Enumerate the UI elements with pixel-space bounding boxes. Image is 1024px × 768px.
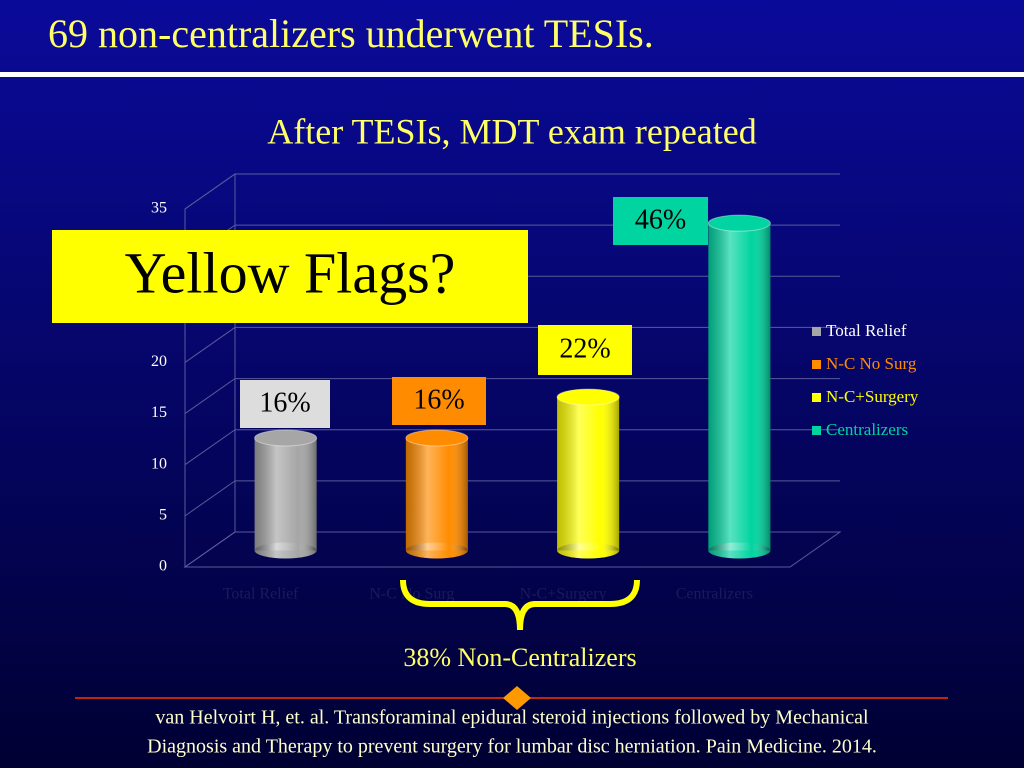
grid-line — [184, 480, 840, 517]
y-tick-label: 35 — [151, 200, 167, 217]
legend-label: N-C No Surg — [826, 354, 917, 373]
bar-shade — [254, 437, 317, 551]
legend-swatch — [812, 426, 821, 435]
callout-box — [52, 230, 528, 323]
citation-line: van Helvoirt H, et. al. Transforaminal e… — [155, 707, 869, 729]
bar-shade — [708, 223, 771, 551]
chart-title: After TESIs, MDT exam repeated — [267, 111, 757, 151]
grid-line — [184, 326, 840, 363]
citation-line: Diagnosis and Therapy to prevent surgery… — [147, 736, 877, 758]
bar-top — [254, 429, 318, 447]
header-rule — [0, 72, 1024, 77]
callout: Yellow Flags? — [125, 240, 456, 305]
legend-swatch — [812, 360, 821, 369]
legend-swatch — [812, 327, 821, 336]
x-tick-label: Centralizers — [676, 586, 753, 603]
y-tick-label: 0 — [159, 558, 167, 575]
y-tick-label: 5 — [159, 507, 167, 524]
legend-swatch — [812, 393, 821, 402]
bar-base-shade — [708, 542, 771, 559]
y-tick-label: 20 — [151, 353, 167, 370]
brace-label: 38% Non-Centralizers — [403, 643, 636, 672]
grid-line — [184, 173, 840, 210]
bar-top — [556, 388, 620, 406]
grid-line — [184, 429, 840, 466]
annotation: 22% — [559, 333, 610, 364]
grid-line — [184, 378, 840, 414]
legend-label: Total Relief — [826, 321, 907, 340]
bar-base-shade — [254, 542, 317, 559]
bar-base-shade — [405, 542, 468, 559]
legend-label: N-C+Surgery — [826, 387, 919, 406]
x-tick-label: N-C No Surg — [369, 586, 454, 603]
annotation: 16% — [413, 384, 464, 415]
y-tick-label: 10 — [151, 455, 167, 472]
bar-shade — [557, 397, 620, 551]
annotation-box — [240, 380, 330, 428]
bar-base-shade — [557, 542, 620, 559]
x-tick-label: Total Relief — [223, 586, 299, 603]
annotation-box — [392, 377, 486, 425]
annotation: 16% — [259, 387, 310, 418]
y-tick-label: 15 — [151, 404, 167, 421]
bar-shade — [405, 437, 468, 551]
annotation-box — [538, 325, 632, 375]
legend-label: Centralizers — [826, 420, 908, 439]
annotation: 46% — [635, 204, 686, 235]
bar-top — [405, 429, 469, 447]
x-tick-label: N-C+Surgery — [520, 586, 607, 603]
slide-title: 69 non-centralizers underwent TESIs. — [48, 11, 654, 56]
annotation-box — [613, 197, 708, 245]
grid-line — [184, 531, 840, 568]
bar-top — [707, 214, 771, 232]
divider-diamond — [503, 686, 531, 710]
brace — [400, 579, 640, 631]
